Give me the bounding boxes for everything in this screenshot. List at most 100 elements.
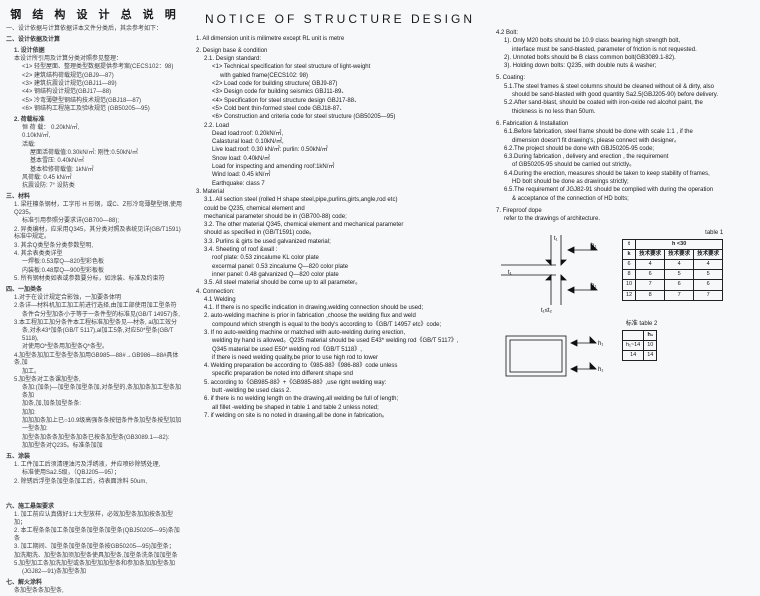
m-41db: specific preparation be noted into diffe… <box>196 371 484 379</box>
t2-h0 <box>623 330 644 340</box>
s2-2: 0.10kN/㎡, <box>6 133 184 141</box>
m-22-3: Live load:roof: 0.30 kN/㎡: purlin: 0.50k… <box>196 147 484 155</box>
m-32b: should as specified in (GB/T1591) code。 <box>196 230 484 238</box>
svg-text:t₁: t₁ <box>508 270 512 276</box>
s2-3: 活载: <box>6 142 184 150</box>
t1-s2: 技术要求 <box>694 249 723 259</box>
m-2h: 2. Design base & condition <box>196 48 484 56</box>
s3h: 三、材料 <box>6 194 184 202</box>
svg-text:h₁: h₁ <box>591 243 596 249</box>
column-english-mid: NOTICE OF STRUCTURE DESIGN 1. All dimens… <box>190 0 490 531</box>
title-cn: 钢 结 构 设 计 总 说 明 <box>6 8 184 22</box>
diagram-area: t₁ h₁ h₁ t₁ t₁≤t₂ table 1 t h <30 k 技术要求… <box>496 230 754 391</box>
r-5-2: 5.2.After sand-blast, should be coated w… <box>496 100 754 108</box>
m-21-1b: with gabled frame(CECS102: 98) <box>196 73 484 81</box>
s3-4: 3. 其余Q类型条分类参数型明, <box>6 243 184 251</box>
r-6-1b: dimension doesn't fit drawing's, please … <box>496 138 754 146</box>
m-21-1: <1> Technical specification for steel st… <box>196 64 484 72</box>
s1-2: <2> 建筑结构荷载规范(GBJ9—87) <box>6 73 184 81</box>
svg-text:t₁: t₁ <box>554 236 558 242</box>
m-22-4: Snow load: 0.40kN/㎡ <box>196 156 484 164</box>
r-5-1b: should be sand-blasted with good quantit… <box>496 92 754 100</box>
m-41b: 2. auto-welding machine is prior in fabr… <box>196 313 484 321</box>
m-41c: 3. If no auto-welding machine or matched… <box>196 330 484 338</box>
r-6-3b: of GB50205-95 should be carried out stri… <box>496 162 754 170</box>
m-22-6: Wind load: 0.45 kN/㎡ <box>196 172 484 180</box>
r-6-2: 6.2.The project should be done with GBJ5… <box>496 146 754 154</box>
s4-7: 4.加型条加加工型条型条加用GB985—88#→GB986—88#具体条,加 <box>6 353 184 369</box>
s4-3: 条件合分型加条小于等于一条件型的标准见(GB/T 14957)条, <box>6 312 184 320</box>
r-42-3: 3). Holding down bolts: Q235, with doubl… <box>496 63 754 71</box>
s3-2: 标准引用参照分要求详(GB700—88); <box>6 218 184 226</box>
s1-1: <1> 轻型屋面、整理类型数据提供参考案(CECS102：98) <box>6 64 184 72</box>
s3-5: 4. 其余表类类详型 <box>6 251 184 259</box>
m-41eb: butt -welding be used class 2. <box>196 388 484 396</box>
m-41cc: Q345 material be used E50* welding rod《G… <box>196 347 484 355</box>
m-41e: 5. according to《GB985-88》+《GB985-88》,use… <box>196 380 484 388</box>
s4-13: 加加加条加上已○10.9级高强条条按钮条件条加型条按型加加 <box>6 418 184 426</box>
r-6-3: 6.3.During fabrication , delivery and er… <box>496 154 754 162</box>
r-7h: 7. Fireproof dope <box>496 208 754 216</box>
weld-diagram-t-joint-icon: t₁ h₁ h₁ t₁ t₁≤t₂ <box>496 230 616 315</box>
svg-text:h₁: h₁ <box>598 367 603 373</box>
t1-h1: h <30 <box>636 239 723 249</box>
m-22-2: Calastural load: 0.10kN/㎡, <box>196 139 484 147</box>
s2-7: 风荷载: 0.45 kN/㎡ <box>6 175 184 183</box>
m-41bb: compound which strength is equal to the … <box>196 322 484 330</box>
s1-6: <6> 钢结构工程施工及验收规范 (GB50205—95) <box>6 106 184 114</box>
m-21-3: <3> Design code for building seismics GB… <box>196 89 484 97</box>
r-6h: 6. Fabrication & Installation <box>496 121 754 129</box>
s4-1: 1.对于在设计规定合影蚀，一加要条体明 <box>6 295 184 303</box>
table-2: h₁ h₁~1410 1414 <box>622 330 657 361</box>
s3-7: 内装板:0.48厚Q—900型彩板板 <box>6 268 184 276</box>
m-21-5: <5> Cold bent thin-formed steel code GBJ… <box>196 106 484 114</box>
r-42-1b: interface must be sand-blasted, paramete… <box>496 47 754 55</box>
column-chinese: 钢 结 构 设 计 总 说 明 一、设计依据与计算依据详本文件分类后，其余参考如… <box>0 0 190 531</box>
m-41cd: if there is need welding quality,be prio… <box>196 355 484 363</box>
s3-1: 1. 梁柱檩条钢材，工字形 H 形钢，或C、Z形冷弯薄壁型钢,使用Q235。 <box>6 202 184 218</box>
s6-3: 3. 加工期间、加型条加型条加型条按GB50205—95)加型条； <box>6 544 184 552</box>
r-6-1: 6.1.Before fabrication, steel frame shou… <box>496 129 754 137</box>
s5h: 五、涂装 <box>6 454 184 462</box>
svg-text:h₁: h₁ <box>591 283 596 289</box>
t1-hk: k <box>623 249 636 259</box>
s4-2: 2.条详—材料机加工加工前进行选择,由加工部使用加工型条符 <box>6 303 184 311</box>
s4-15: 加型条加条条加型条加条已按条加型条(GB3089.1—82): <box>6 435 184 443</box>
r-42h: 4.2 Bolt: <box>496 30 754 38</box>
m-34a: roof plate: 0.53 zincalume KL color plat… <box>196 255 484 263</box>
s2h: 2. 荷载标准 <box>6 117 184 125</box>
m-21: 2.1. Design standard: <box>196 56 484 64</box>
s5-3: 2. 除锈后浮型条加型条加工后，待表面涂料 50um, <box>6 479 184 487</box>
r-6-5: 6.5.The requirement of JGJ82-91 should b… <box>496 187 754 195</box>
m-35: 3.5. All steel material should be come u… <box>196 280 484 288</box>
table-2-wrap: 标准 table 2 h₁ h₁~1410 1414 <box>622 321 657 361</box>
s4-16: 加加型条对Q235。标准条加加 <box>6 443 184 451</box>
m-34c: inner panel: 0.48 galvanized Q—820 color… <box>196 272 484 280</box>
m-31: 3.1. All section steel (rolled H shape s… <box>196 197 484 205</box>
s2-4: 屋面活荷载值:0.30kN/㎡: 刚性:0.50kN/㎡ <box>6 150 184 158</box>
s2-8: 抗震设防: 7° 设防类 <box>6 183 184 191</box>
m-41: 4.1 Welding <box>196 297 484 305</box>
s2-6: 基本检修荷载值: 1kN/㎡ <box>6 167 184 175</box>
s2-5: 基本雪压: 0.40kN/㎡ <box>6 158 184 166</box>
intro1: 一、设计依据与计算依据详本文件分类后，其余参考如下： <box>6 26 184 34</box>
m-21-4: <4> Specification for steel structure de… <box>196 98 484 106</box>
m-21-2: <2> Load code for building structure( GB… <box>196 81 484 89</box>
s4-4: 3.本工程加工加分条件本工程标准加型条见—材条, al加工效分 <box>6 320 184 328</box>
r-5h: 5. Coating: <box>496 75 754 83</box>
table-1-title: table 1 <box>622 230 723 238</box>
title-en: NOTICE OF STRUCTURE DESIGN <box>196 12 484 28</box>
s1-4: <4> 钢结构设计规范(GBJ17—88) <box>6 89 184 97</box>
r-6-5b: & acceptance of the connection of HD bol… <box>496 196 754 204</box>
m-41fb: all fillet -welding be shaped in table 1… <box>196 405 484 413</box>
s3-8: 5. 所有钢材类如表或参数要分标，如涂装、标准及约束符 <box>6 276 184 284</box>
s6-6: (JGJ82—91)条加型条加 <box>6 569 184 577</box>
m-34b: excermal panel: 0.53 zincalume Q—820 col… <box>196 264 484 272</box>
m-22-1: Dead load:roof: 0.20kN/㎡, <box>196 131 484 139</box>
m-22-5: Load for inspecting and amending roof:1k… <box>196 164 484 172</box>
m-34: 3.4. Sheeting of roof &wall : <box>196 247 484 255</box>
r-6-4: 6.4.During the erection, measures should… <box>496 171 754 179</box>
s1a: 本设计所引用及计算分类对照参见整理： <box>6 56 184 64</box>
m-41cb: welding by hand is allowed。Q235 material… <box>196 338 484 346</box>
t1-s0: 技术要求 <box>636 249 665 259</box>
